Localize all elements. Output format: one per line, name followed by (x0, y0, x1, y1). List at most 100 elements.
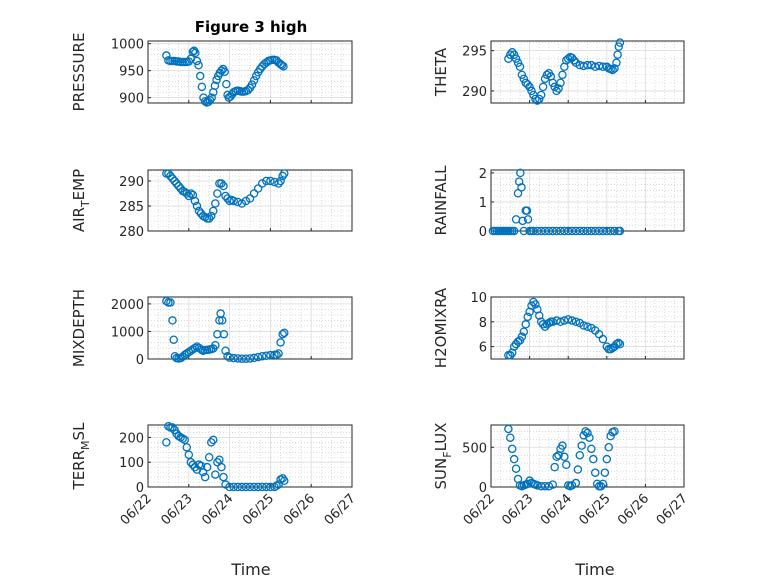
minor-grid (147, 425, 353, 488)
y-tick-label: 0 (479, 225, 487, 240)
data-point (164, 169, 173, 178)
data-point (614, 42, 624, 51)
data-point (249, 189, 259, 198)
y-tick-label: 0 (136, 353, 144, 368)
data-point (516, 168, 525, 178)
y-tick-label: 6 (479, 341, 487, 356)
x-tick-label: 06/25 (240, 491, 277, 528)
data-point (219, 181, 228, 191)
data-point (166, 171, 175, 181)
data-series (488, 168, 625, 236)
data-point (247, 80, 257, 89)
data-point (162, 296, 171, 306)
data-point (536, 90, 546, 100)
data-point (178, 434, 187, 443)
x-tick-label: 06/23 (159, 491, 196, 528)
data-point (207, 93, 216, 102)
data-point (191, 48, 200, 58)
data-point (253, 184, 263, 193)
x-tick-label: 06/27 (654, 491, 691, 528)
data-point (276, 338, 285, 347)
minor-grid (147, 297, 353, 360)
data-point (262, 351, 271, 360)
data-point (182, 189, 192, 198)
data-point (552, 86, 561, 96)
data-point (513, 58, 523, 67)
data-point (229, 353, 238, 363)
minor-grid (490, 170, 685, 232)
y-tick-label: 290 (119, 175, 144, 190)
data-point (506, 351, 515, 360)
data-point (598, 479, 608, 489)
data-point (215, 455, 224, 464)
data-point (211, 470, 220, 479)
data-point (509, 454, 519, 464)
data-point (531, 300, 540, 309)
data-point (529, 297, 538, 307)
data-point (531, 94, 540, 104)
x-tick-label: 06/25 (577, 491, 614, 528)
data-point (521, 320, 530, 329)
data-point (169, 335, 178, 344)
data-point (206, 438, 216, 447)
data-point (192, 56, 202, 66)
y-tick-label: 0 (479, 481, 487, 496)
y-tick-label: 200 (119, 431, 144, 446)
data-point (222, 79, 231, 89)
data-point (563, 54, 573, 63)
y-tick-label: 285 (119, 200, 144, 215)
data-series (504, 297, 625, 360)
data-point (219, 472, 228, 482)
data-point (202, 462, 212, 472)
data-point (589, 454, 598, 464)
data-point (266, 350, 275, 360)
data-point (563, 315, 573, 324)
data-point (245, 482, 255, 492)
data-point (540, 481, 550, 491)
data-point (198, 467, 208, 477)
axes-box (490, 424, 685, 488)
data-point (562, 460, 571, 469)
y-axis-label: MIXDEPTH (70, 289, 88, 367)
data-point (276, 475, 285, 484)
y-tick-label: 0 (136, 481, 144, 496)
data-point (197, 82, 207, 92)
data-point (270, 177, 279, 187)
y-axis-label: H2OMIXRA (432, 287, 450, 368)
y-tick-label: 2000 (111, 298, 144, 313)
data-point (218, 316, 227, 325)
data-point (217, 462, 226, 472)
y-tick-label: 500 (462, 441, 487, 456)
figure-title: Figure 3 high (195, 18, 308, 36)
data-point (558, 70, 567, 80)
data-point (209, 206, 218, 216)
data-point (245, 354, 255, 363)
data-point (590, 468, 600, 477)
data-point (511, 54, 521, 63)
data-point (581, 427, 590, 436)
data-point (170, 176, 179, 186)
data-point (504, 424, 513, 434)
x-tick-label: 06/24 (199, 491, 236, 528)
data-point (249, 482, 259, 492)
y-tick-label: 950 (119, 65, 144, 80)
data-point (209, 435, 218, 445)
data-series (162, 169, 289, 223)
data-point (569, 56, 579, 65)
subplot-1: 900 950 1000 PRESSURE (70, 33, 353, 111)
data-point (182, 443, 192, 452)
data-point (168, 423, 177, 432)
data-point (213, 189, 222, 198)
x-tick-label: 06/24 (538, 491, 575, 528)
data-point (211, 199, 220, 208)
data-series (162, 46, 288, 107)
data-point (243, 85, 253, 95)
axes-box (490, 296, 685, 360)
data-point (220, 67, 229, 76)
data-point (612, 339, 621, 349)
data-point (241, 354, 251, 363)
axes-box (490, 40, 685, 104)
data-point (225, 482, 234, 492)
data-point (507, 48, 517, 57)
data-point (216, 309, 225, 318)
